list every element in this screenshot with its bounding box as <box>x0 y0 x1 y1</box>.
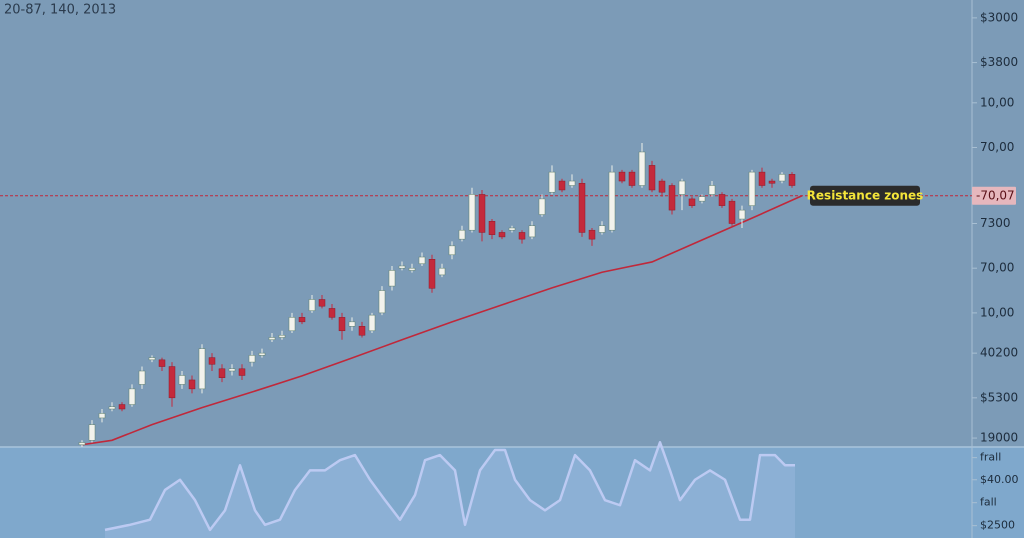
candle-body <box>738 209 746 220</box>
candle-body <box>668 185 676 211</box>
price-tag <box>972 186 1016 205</box>
candle-body <box>408 267 416 271</box>
indicator-panel <box>0 447 1024 538</box>
candle-body <box>438 267 446 276</box>
candle-body <box>348 321 356 327</box>
candle-body <box>728 200 736 224</box>
y-tick-label: fall <box>980 496 997 509</box>
candle-body <box>508 227 516 231</box>
indicator-area <box>105 442 795 538</box>
y-tick-label: 10,00 <box>980 95 1014 109</box>
candle-body <box>788 174 796 186</box>
candle-body <box>358 326 366 336</box>
candle-body <box>478 194 486 233</box>
trend-line <box>81 195 803 446</box>
candle-body <box>128 388 136 405</box>
candle-body <box>608 171 616 231</box>
candle-body <box>78 442 86 446</box>
candle-body <box>178 375 186 385</box>
candle-body <box>638 151 646 186</box>
candle-body <box>288 317 296 332</box>
candle-body <box>208 357 216 365</box>
y-tick-label: 19000 <box>980 431 1018 445</box>
candle-body <box>118 404 126 410</box>
candle-body <box>778 174 786 182</box>
candle-body <box>458 229 466 240</box>
candle-body <box>238 368 246 376</box>
y-tick-label: $2500 <box>980 519 1015 532</box>
annotation: Resistance zones <box>807 188 924 202</box>
candle-body <box>188 379 196 390</box>
candle-body <box>498 232 506 238</box>
candle-body <box>598 225 606 233</box>
date-label: 20-87, 140, 2013 <box>4 3 116 18</box>
candle-body <box>618 171 626 182</box>
candle-body <box>398 265 406 269</box>
y-tick-label: $3000 <box>980 10 1018 24</box>
y-tick-label: 7300 <box>980 216 1011 230</box>
indicator-line <box>104 441 795 532</box>
candle-body <box>488 221 496 235</box>
y-tick-label: 40200 <box>980 346 1018 360</box>
candle-body <box>328 308 336 318</box>
candle-body <box>538 198 546 215</box>
candle-body <box>338 317 346 332</box>
candle-body <box>368 314 376 332</box>
price-tag-label: -70,07 <box>976 188 1015 202</box>
annotation-box <box>810 185 920 206</box>
candle-body <box>758 171 766 186</box>
price-panel <box>0 0 1024 447</box>
candle-body <box>298 317 306 323</box>
candle-body <box>388 270 396 287</box>
candle-body <box>688 198 696 206</box>
candle-body <box>308 299 316 311</box>
candle-body <box>168 366 176 399</box>
candle-body <box>518 232 526 240</box>
y-tick-label: $5300 <box>980 390 1018 404</box>
candle-body <box>98 413 106 419</box>
candle-body <box>258 352 266 356</box>
candle-body <box>658 180 666 193</box>
candle-body <box>248 355 256 363</box>
candle-body <box>718 194 726 206</box>
candle-body <box>138 370 146 385</box>
candle-body <box>588 229 596 240</box>
candle-body <box>318 299 326 307</box>
y-tick-label: 70,00 <box>980 140 1014 154</box>
candle-body <box>568 180 576 186</box>
y-tick-label: $3800 <box>980 55 1018 69</box>
candle-body <box>678 180 686 195</box>
candle-body <box>468 194 476 231</box>
candle-body <box>148 357 156 361</box>
candle-body <box>578 183 586 233</box>
candle-body <box>428 259 436 289</box>
candle-body <box>88 424 96 441</box>
candle-body <box>448 245 456 256</box>
candle-body <box>228 368 236 372</box>
candle-body <box>418 256 426 264</box>
candle-body <box>268 337 276 340</box>
candle-body <box>108 406 116 410</box>
candle-body <box>648 165 656 191</box>
candle-body <box>158 359 166 367</box>
candle-body <box>748 171 756 206</box>
candle-body <box>198 348 206 390</box>
y-tick-label: 10,00 <box>980 305 1014 319</box>
candle-body <box>768 180 776 184</box>
candle-body <box>628 171 636 186</box>
y-tick-label: frall <box>980 451 1001 464</box>
candle-body <box>708 185 716 195</box>
candle-body <box>378 290 386 314</box>
y-tick-label: 70,00 <box>980 261 1014 275</box>
candle-body <box>218 368 226 378</box>
candle-body <box>528 225 536 238</box>
y-tick-label: $40.00 <box>980 473 1019 486</box>
candle-body <box>548 171 556 193</box>
candle-body <box>278 335 286 338</box>
candle-body <box>698 196 706 202</box>
candle-body <box>558 180 566 191</box>
